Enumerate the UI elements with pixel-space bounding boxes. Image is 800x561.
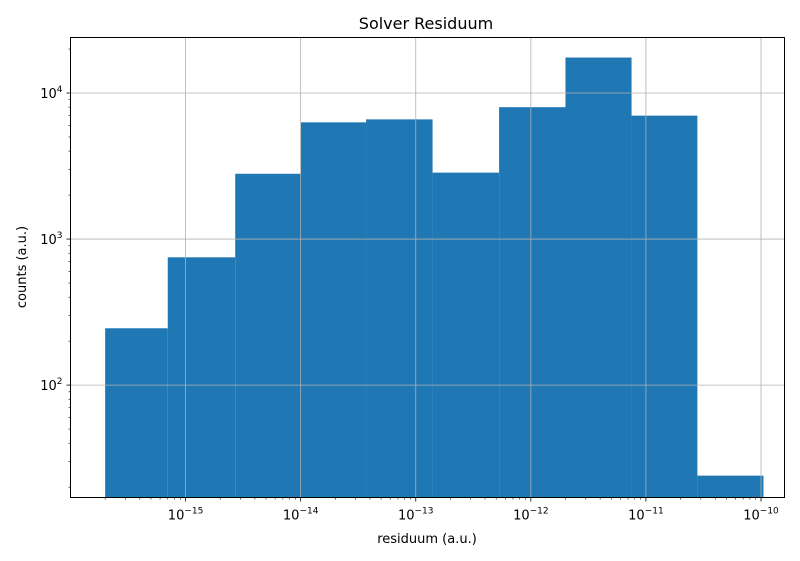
x-axis-label: residuum (a.u.) xyxy=(377,532,477,547)
histogram-bar xyxy=(432,172,500,498)
y-tick-label: 102 xyxy=(40,377,62,394)
histogram-bar xyxy=(631,115,698,498)
x-tick-label: 10−10 xyxy=(743,507,779,524)
histogram-bar xyxy=(167,257,236,498)
chart-title: Solver Residuum xyxy=(359,14,493,33)
x-tick-label: 10−15 xyxy=(168,507,204,524)
histogram-bar xyxy=(697,475,764,498)
histogram-bar xyxy=(565,57,632,498)
y-tick-label: 104 xyxy=(40,85,63,102)
plot-frame xyxy=(70,37,785,498)
histogram-bar xyxy=(499,107,566,498)
ticks-group: 10−15 10−14 10−13 10−12 10−11 10−10 102 103 104 xyxy=(40,48,779,524)
x-tick-label: 10−13 xyxy=(398,507,434,524)
x-tick-label: 10−11 xyxy=(628,507,664,524)
y-axis-label: counts (a.u.) xyxy=(15,226,30,308)
x-tick-label: 10−12 xyxy=(513,507,549,524)
histogram-bar xyxy=(366,119,433,498)
y-tick-label: 103 xyxy=(40,231,62,248)
grid-group xyxy=(70,37,785,498)
histogram-bar xyxy=(105,328,168,498)
histogram-bar xyxy=(235,173,301,498)
bars-group xyxy=(105,57,764,498)
x-tick-label: 10−14 xyxy=(283,507,319,524)
histogram-bar xyxy=(300,122,367,498)
